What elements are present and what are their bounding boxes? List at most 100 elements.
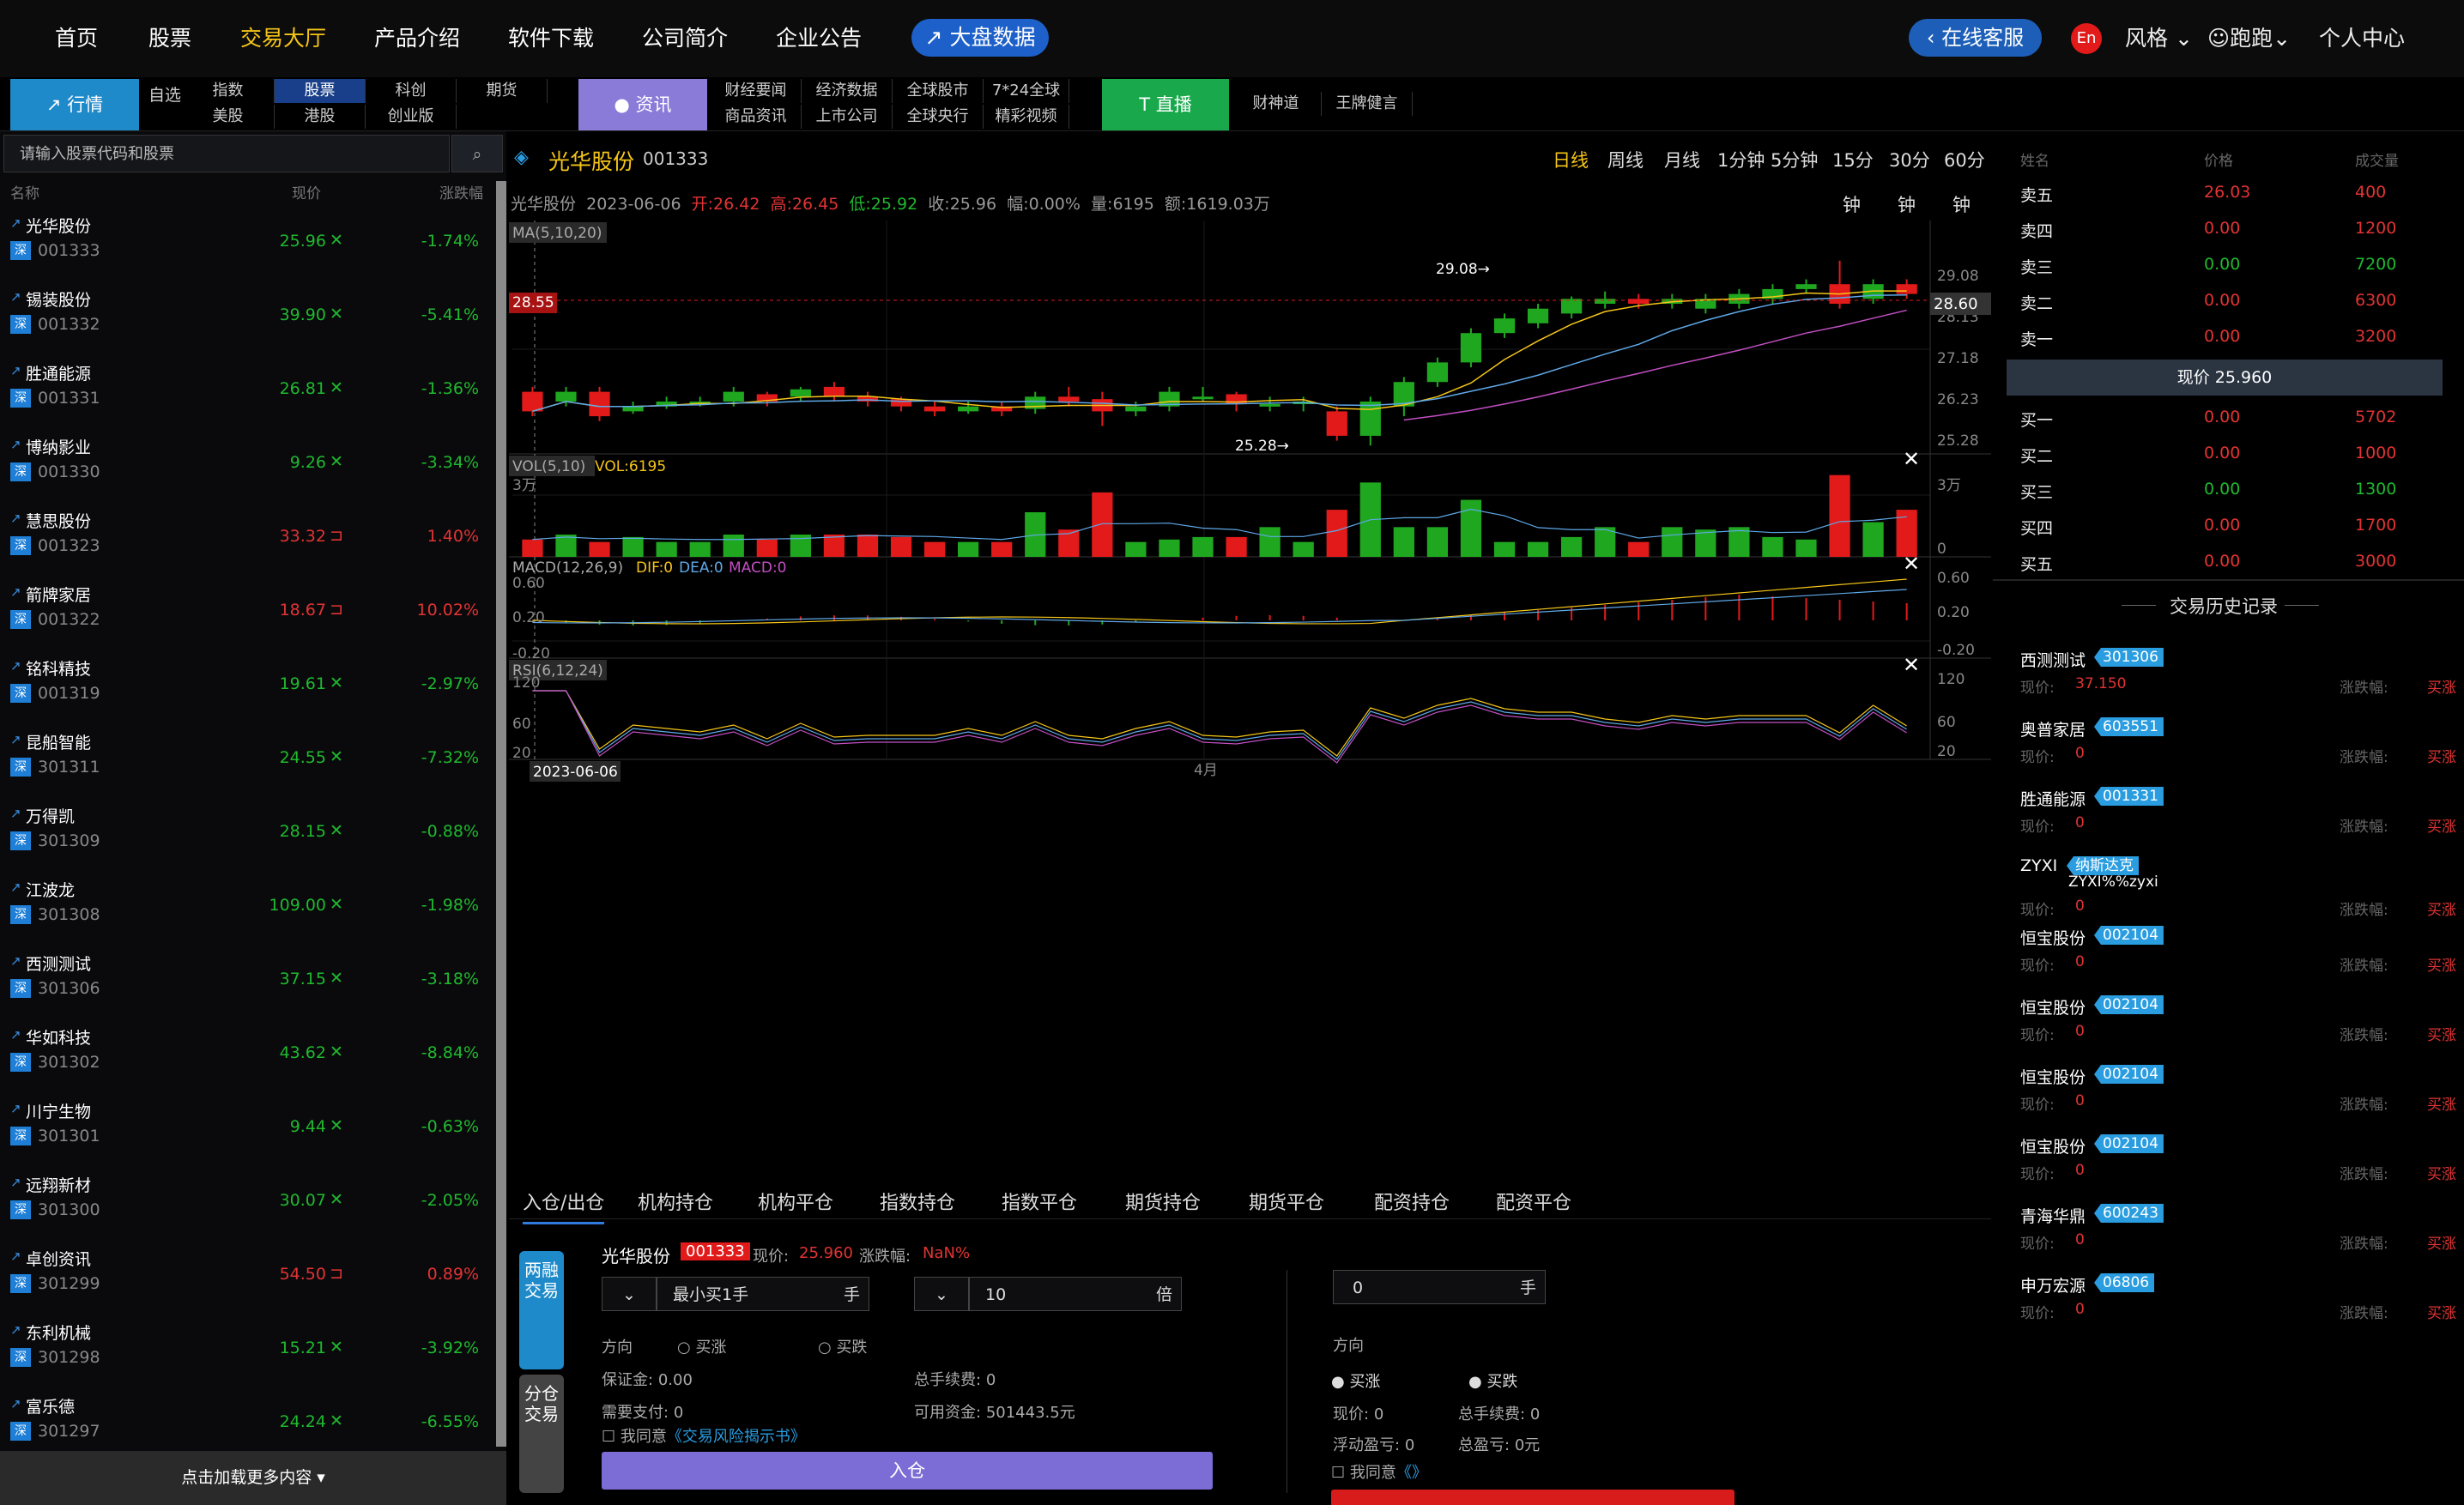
stock-row[interactable]: ↗ 东利机械深 301298 15.21 ✕ -3.92% xyxy=(0,1312,498,1386)
nav-download[interactable]: 软件下载 xyxy=(508,26,595,51)
wangpai-link[interactable]: 王牌健言 xyxy=(1322,92,1413,116)
stock-row[interactable]: ↗ 光华股份深 001333 25.96 ✕ -1.74% xyxy=(0,205,498,279)
order-tab[interactable]: 指数平仓 xyxy=(1002,1193,1078,1214)
period-month[interactable]: 月线 xyxy=(1664,150,1700,171)
market-star[interactable]: 科创 xyxy=(366,79,457,103)
period-day[interactable]: 日线 xyxy=(1553,150,1589,171)
news-global-stock[interactable]: 全球股市 xyxy=(893,79,984,103)
agree-checkbox-2[interactable]: ☐ 我同意《》 xyxy=(1331,1464,1427,1482)
news-video[interactable]: 精彩视频 xyxy=(984,105,1069,129)
history-item[interactable]: 恒宝股份 002104 现价: 0 涨跌幅: 买涨 xyxy=(2020,990,2458,1061)
market-hk[interactable]: 港股 xyxy=(275,105,366,129)
buy-up-radio[interactable]: ○ 买涨 xyxy=(677,1339,727,1357)
market-us[interactable]: 美股 xyxy=(182,105,275,129)
order-tab[interactable]: 期货持仓 xyxy=(1125,1193,1202,1214)
history-item[interactable]: 青海华鼎 600243 现价: 0 涨跌幅: 买涨 xyxy=(2020,1199,2458,1269)
stock-row[interactable]: ↗ 西测测试深 301306 37.15 ✕ -3.18% xyxy=(0,943,498,1017)
stock-row[interactable]: ↗ 川宁生物深 301301 9.44 ✕ -0.63% xyxy=(0,1091,498,1164)
order-tab[interactable]: 指数持仓 xyxy=(880,1193,956,1214)
stock-row[interactable]: ↗ 铭科精技深 001319 19.61 ✕ -2.97% xyxy=(0,648,498,722)
history-item[interactable]: 恒宝股份 002104 现价: 0 涨跌幅: 买涨 xyxy=(2020,921,2458,991)
stock-row[interactable]: ↗ 箭牌家居深 001322 18.67 ⊐ 10.02% xyxy=(0,574,498,648)
agree-link-2[interactable]: 《》 xyxy=(1395,1464,1427,1482)
order-tab[interactable]: 配资平仓 xyxy=(1496,1193,1572,1214)
caishen-link[interactable]: 财神道 xyxy=(1231,92,1322,116)
user-menu[interactable]: ☺跑跑⌄ xyxy=(2207,0,2291,77)
search-icon[interactable]: ⌕ xyxy=(451,135,503,172)
live-button[interactable]: T 直播 xyxy=(1102,79,1229,130)
nav-home[interactable]: 首页 xyxy=(55,26,99,51)
multiplier-input[interactable]: 10 倍 xyxy=(969,1277,1182,1311)
news-button[interactable]: ● 资讯 xyxy=(578,79,707,130)
lot-dropdown[interactable]: ⌄ xyxy=(602,1277,657,1311)
history-item[interactable]: 西测测试 301306 现价: 37.150 涨跌幅: 买涨 xyxy=(2020,643,2458,713)
customer-service-button[interactable]: ‹ 在线客服 xyxy=(1909,19,2042,57)
stock-row[interactable]: ↗ 富乐德深 301297 24.24 ✕ -6.55% xyxy=(0,1386,498,1460)
history-item[interactable]: 申万宏源 06806 现价: 0 涨跌幅: 买涨 xyxy=(2020,1268,2458,1339)
margin-trading-tab[interactable]: 两融交易 xyxy=(519,1251,564,1369)
stock-row[interactable]: ↗ 锡装股份深 001332 39.90 ✕ -5.41% xyxy=(0,279,498,353)
order-tab[interactable]: 机构平仓 xyxy=(758,1193,834,1214)
stock-search-input[interactable]: 请输入股票代码和股票 xyxy=(3,135,450,172)
news-finance[interactable]: 财经要闻 xyxy=(711,79,802,103)
nav-products[interactable]: 产品介绍 xyxy=(374,26,461,51)
period-15min[interactable]: 15分 xyxy=(1832,150,1874,171)
buy-down-radio[interactable]: ○ 买跌 xyxy=(818,1339,868,1357)
language-button[interactable]: En xyxy=(2071,23,2102,54)
layers-icon[interactable]: ◈ xyxy=(514,147,529,168)
open-position-button[interactable]: 入仓 xyxy=(602,1452,1213,1490)
period-60min[interactable]: 60分 xyxy=(1944,150,1985,171)
stock-row[interactable]: ↗ 万得凯深 301309 28.15 ✕ -0.88% xyxy=(0,795,498,869)
buy-down-radio-2[interactable]: ● 买跌 xyxy=(1468,1373,1518,1391)
split-trading-tab[interactable]: 分仓交易 xyxy=(519,1375,564,1493)
user-center-link[interactable]: 个人中心 xyxy=(2319,26,2406,51)
order-tab[interactable]: 机构持仓 xyxy=(638,1193,714,1214)
kline-chart[interactable]: MA(5,10,20)29.0828.1327.1826.2325.2828.6… xyxy=(509,221,1991,1175)
stock-row[interactable]: ↗ 卓创资讯深 301299 54.50 ⊐ 0.89% xyxy=(0,1238,498,1312)
big-data-button[interactable]: ↗ 大盘数据 xyxy=(911,19,1049,57)
market-gem[interactable]: 创业版 xyxy=(366,105,457,129)
agree-checkbox[interactable]: ☐ 我同意《交易风险揭示书》 xyxy=(602,1428,806,1446)
nav-company[interactable]: 公司简介 xyxy=(642,26,729,51)
scrollbar[interactable] xyxy=(496,181,506,1447)
stock-row[interactable]: ↗ 慧思股份深 001323 33.32 ⊐ 1.40% xyxy=(0,500,498,574)
order-tab[interactable]: 入仓/出仓 xyxy=(523,1188,605,1224)
news-listed[interactable]: 上市公司 xyxy=(802,105,893,129)
close-position-button[interactable] xyxy=(1331,1490,1734,1505)
stock-row[interactable]: ↗ 胜通能源深 001331 26.81 ✕ -1.36% xyxy=(0,353,498,426)
nav-stocks[interactable]: 股票 xyxy=(148,26,192,51)
market-button[interactable]: ↗ 行情 xyxy=(10,79,139,130)
news-commodity[interactable]: 商品资讯 xyxy=(711,105,802,129)
lot-input[interactable]: 最小买1手 手 xyxy=(657,1277,869,1311)
stock-row[interactable]: ↗ 华如科技深 301302 43.62 ✕ -8.84% xyxy=(0,1017,498,1091)
multiplier-dropdown[interactable]: ⌄ xyxy=(914,1277,969,1311)
history-item[interactable]: ZYXI 纳斯达克 ZYXI%%zyxi 现价: 0 涨跌幅: 买涨 xyxy=(2020,851,2458,922)
risk-disclosure-link[interactable]: 《交易风险揭示书》 xyxy=(666,1428,806,1446)
order-tab[interactable]: 配资持仓 xyxy=(1374,1193,1450,1214)
stock-row[interactable]: ↗ 博纳影业深 001330 9.26 ✕ -3.34% xyxy=(0,426,498,500)
period-1min[interactable]: 1分钟 xyxy=(1717,150,1765,171)
market-index[interactable]: 指数 xyxy=(182,79,275,103)
stock-row[interactable]: ↗ 远翔新材深 301300 30.07 ✕ -2.05% xyxy=(0,1164,498,1238)
nav-trading-hall[interactable]: 交易大厅 xyxy=(240,26,327,51)
history-item[interactable]: 恒宝股份 002104 现价: 0 涨跌幅: 买涨 xyxy=(2020,1129,2458,1200)
buy-up-radio-2[interactable]: ● 买涨 xyxy=(1331,1373,1381,1391)
market-futures[interactable]: 期货 xyxy=(457,79,548,103)
history-item[interactable]: 奥普家居 603551 现价: 0 涨跌幅: 买涨 xyxy=(2020,712,2458,783)
news-central-bank[interactable]: 全球央行 xyxy=(893,105,984,129)
nav-announcements[interactable]: 企业公告 xyxy=(776,26,863,51)
period-week[interactable]: 周线 xyxy=(1607,150,1644,171)
stock-row[interactable]: ↗ 昆船智能深 301311 24.55 ✕ -7.32% xyxy=(0,722,498,795)
market-stocks[interactable]: 股票 xyxy=(275,79,366,103)
period-30min[interactable]: 30分 xyxy=(1889,150,1930,171)
history-item[interactable]: 胜通能源 001331 现价: 0 涨跌幅: 买涨 xyxy=(2020,782,2458,852)
stock-row[interactable]: ↗ 江波龙深 301308 109.00 ✕ -1.98% xyxy=(0,869,498,943)
history-item[interactable]: 恒宝股份 002104 现价: 0 涨跌幅: 买涨 xyxy=(2020,1060,2458,1130)
self-select-button[interactable]: 自选 xyxy=(148,86,181,105)
style-menu[interactable]: 风格 ⌄ xyxy=(2125,0,2193,77)
news-economy[interactable]: 经济数据 xyxy=(802,79,893,103)
news-247[interactable]: 7*24全球 xyxy=(984,79,1069,103)
load-more-button[interactable]: 点击加载更多内容 ▾ xyxy=(0,1451,506,1505)
period-5min[interactable]: 5分钟 xyxy=(1771,150,1819,171)
